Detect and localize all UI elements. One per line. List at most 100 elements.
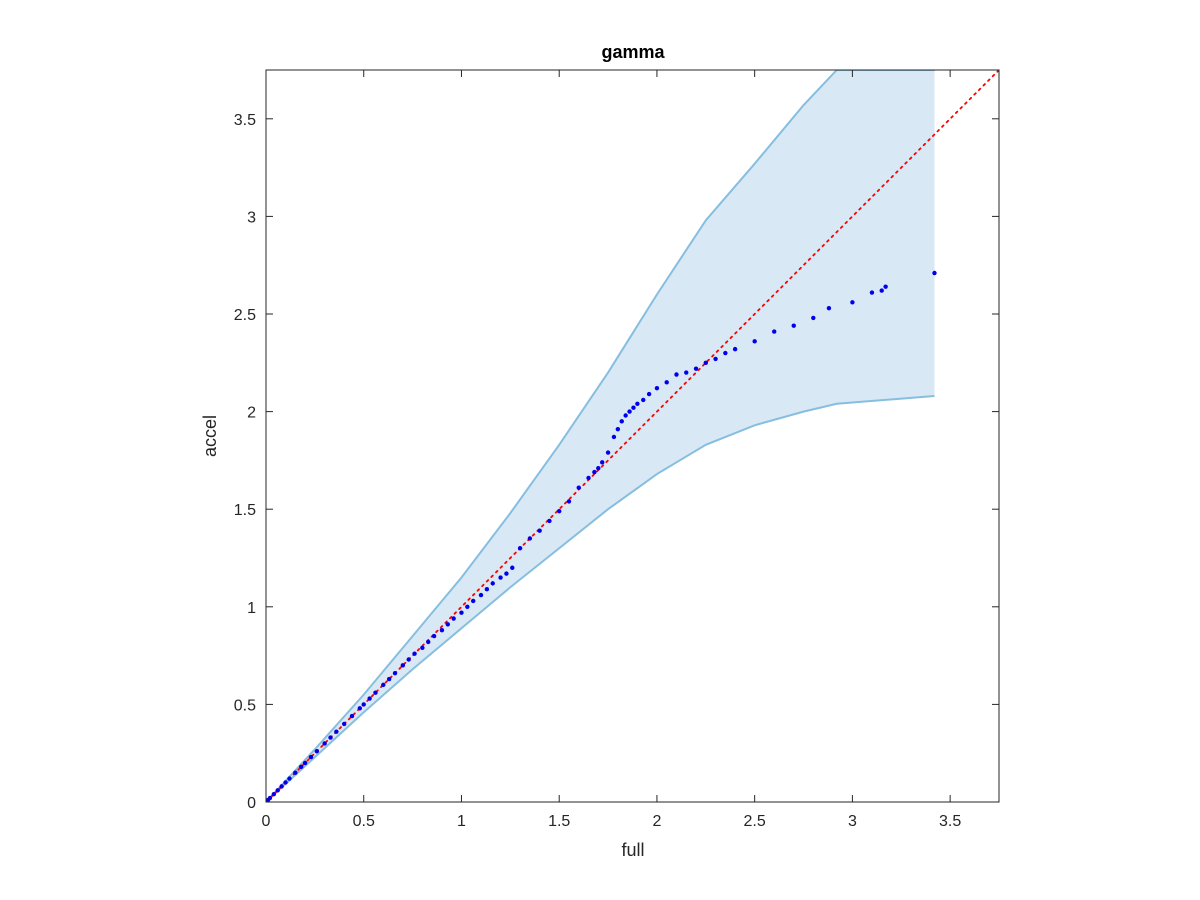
data-point (334, 729, 339, 734)
y-axis-label: accel (200, 415, 220, 457)
data-point (445, 622, 450, 627)
data-point (674, 372, 679, 377)
data-point (283, 780, 288, 785)
data-point (431, 633, 437, 639)
data-point (381, 682, 386, 688)
data-point (314, 749, 320, 754)
data-point (373, 690, 378, 695)
axes: 0 0.5 1 1.5 2 2.5 3 3.5 0 0.5 1 1.5 2 2.5 3 3.5 (234, 69, 1000, 830)
y-tick-label: 1.5 (234, 502, 256, 519)
data-point (592, 469, 597, 475)
data-point (484, 587, 490, 592)
data-point (611, 434, 617, 440)
data-point (883, 284, 888, 289)
data-point (557, 508, 562, 514)
y-tick-label: 0.5 (234, 697, 256, 714)
data-point (596, 466, 601, 471)
plot-area (266, 70, 999, 802)
data-point (328, 735, 333, 740)
data-point (412, 651, 417, 656)
axes-box (265, 69, 1000, 803)
data-point (349, 713, 355, 719)
data-point (654, 385, 660, 391)
data-point (627, 409, 632, 414)
data-point (850, 300, 855, 305)
x-tick-label: 3.5 (939, 813, 961, 830)
data-point (517, 546, 523, 551)
data-point (547, 518, 552, 524)
data-point (646, 391, 652, 397)
data-point (615, 426, 621, 432)
data-point (470, 598, 476, 604)
data-point (693, 366, 699, 371)
data-point (664, 380, 669, 385)
x-tick-label: 2.5 (744, 813, 766, 830)
x-tick-label: 1 (457, 813, 466, 830)
data-point (267, 795, 273, 801)
data-point (406, 657, 411, 662)
data-point (631, 405, 636, 410)
data-point (451, 616, 456, 621)
data-point (361, 702, 366, 707)
data-point (293, 770, 298, 775)
chart-title: gamma (601, 42, 665, 62)
confidence-band (266, 70, 935, 802)
data-point (510, 565, 515, 570)
x-tick-label: 3 (848, 813, 857, 830)
data-point (298, 764, 304, 770)
data-point (635, 401, 640, 406)
data-point (932, 270, 937, 276)
data-point (367, 696, 372, 701)
data-point (752, 339, 757, 344)
data-point (465, 604, 470, 609)
data-point (869, 290, 875, 295)
data-point (426, 639, 431, 645)
x-tick-label: 0 (262, 813, 271, 830)
data-point (459, 610, 464, 615)
y-tick-label: 2 (247, 405, 256, 422)
y-tick-label: 3.5 (234, 112, 256, 129)
y-tick-label: 2.5 (234, 307, 256, 324)
data-point (723, 350, 728, 356)
data-point (772, 329, 777, 334)
data-point (357, 706, 363, 711)
x-tick-label: 2 (652, 813, 661, 830)
data-point (826, 305, 832, 311)
y-tick-label: 3 (247, 209, 256, 226)
y-tick-label: 1 (247, 600, 256, 617)
data-point (478, 592, 484, 598)
data-point (566, 499, 572, 504)
plot-content (266, 70, 999, 802)
data-point (392, 670, 398, 676)
data-point (703, 360, 708, 365)
data-point (498, 575, 503, 580)
data-point (271, 791, 277, 797)
x-tick-label: 1.5 (548, 813, 570, 830)
data-point (386, 676, 392, 682)
data-point (537, 528, 542, 533)
data-point (308, 754, 314, 760)
data-point (791, 323, 796, 328)
data-point (586, 475, 591, 481)
data-point (439, 628, 445, 633)
data-point (684, 370, 689, 375)
band-lower-edge (266, 394, 935, 802)
data-point (322, 741, 327, 746)
x-axis-label: full (621, 840, 644, 860)
data-point (605, 450, 611, 455)
data-point (576, 485, 581, 490)
data-point (879, 288, 884, 293)
data-point (713, 356, 718, 362)
data-point (504, 571, 509, 576)
data-point (341, 721, 347, 727)
data-point (811, 315, 816, 321)
data-point (619, 419, 624, 424)
x-tick-label: 0.5 (353, 813, 375, 830)
data-point (302, 760, 308, 766)
data-point (623, 413, 628, 418)
y-tick-label: 0 (247, 795, 256, 812)
data-point (279, 784, 284, 789)
data-point (641, 397, 646, 403)
data-point (527, 536, 533, 541)
